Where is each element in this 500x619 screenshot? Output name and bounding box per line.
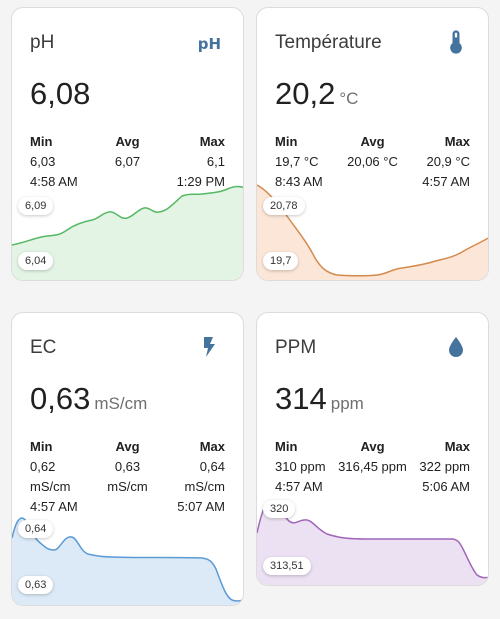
stat-avg-label: Avg: [115, 134, 140, 149]
stat-avg: Avg 6,07: [115, 132, 140, 172]
temperature-card[interactable]: Température 20,2 °C Min 19,7 °C 8:43 AM A…: [256, 7, 489, 281]
value-unit: °C: [339, 89, 359, 108]
graph-line: [12, 185, 243, 246]
graph-area: [257, 501, 488, 585]
stat-avg: Avg 20,06 °C: [347, 132, 398, 172]
stat-avg: Avg 316,45 ppm: [338, 437, 407, 477]
stat-avg-value: 20,06 °C: [347, 154, 398, 169]
card-title: EC: [30, 337, 57, 358]
stat-min-label: Min: [30, 439, 53, 454]
stat-max-value: 0,64: [199, 459, 225, 474]
card-title: pH: [30, 32, 55, 53]
stat-min-unit: mS/cm: [30, 479, 71, 494]
current-value: 0,63 mS/cm: [30, 381, 147, 417]
ph-card[interactable]: pH pH 6,08 Min 6,03 4:58 AM Avg 6,07 Max…: [11, 7, 244, 281]
history-graph: [12, 185, 243, 280]
stat-max-time: 5:07 AM: [177, 499, 225, 514]
stat-min: Min 19,7 °C 8:43 AM: [275, 132, 323, 192]
value-text: 20,2: [275, 76, 336, 111]
card-title: PPM: [275, 337, 317, 358]
stat-max-label: Max: [199, 439, 225, 454]
value-text: 0,63: [30, 381, 91, 416]
stat-avg-unit: mS/cm: [107, 479, 148, 494]
stat-max: Max 0,64 mS/cm 5:07 AM: [177, 437, 225, 517]
stat-min-label: Min: [275, 439, 298, 454]
stat-max-label: Max: [444, 439, 470, 454]
current-value: 20,2 °C: [275, 76, 358, 112]
stat-min-value: 6,03: [30, 154, 56, 169]
lightning-icon: [204, 337, 215, 357]
stat-max: Max 6,1 1:29 PM: [177, 132, 225, 192]
stat-min: Min 310 ppm 4:57 AM: [275, 437, 326, 497]
graph-high-label: 20,78: [263, 197, 305, 215]
graph-area: [12, 186, 243, 280]
thermometer-icon: [450, 30, 462, 54]
graph-area: [12, 518, 243, 605]
stat-min-label: Min: [275, 134, 298, 149]
graph-line: [257, 184, 488, 277]
stat-avg-value: 6,07: [114, 154, 141, 169]
ph-icon: pH: [198, 35, 221, 54]
graph-low-label: 313,51: [263, 557, 311, 575]
ec-card[interactable]: EC 0,63 mS/cm Min 0,62 mS/cm 4:57 AM Avg …: [11, 312, 244, 606]
current-value: 314 ppm: [275, 381, 364, 417]
graph-high-label: 320: [263, 500, 296, 518]
history-graph: [257, 184, 488, 280]
stat-avg-label: Avg: [115, 439, 140, 454]
value-unit: mS/cm: [94, 394, 148, 413]
stat-avg: Avg 0,63 mS/cm: [107, 437, 147, 497]
graph-low-label: 19,7: [263, 252, 299, 270]
graph-low-label: 6,04: [18, 252, 54, 270]
stat-max-label: Max: [444, 134, 470, 149]
stat-max-value: 20,9 °C: [426, 154, 470, 169]
ph-icon-text: pH: [197, 35, 221, 53]
stat-max-value: 6,1: [206, 154, 225, 169]
stat-avg-label: Avg: [360, 134, 385, 149]
stat-min: Min 0,62 mS/cm 4:57 AM: [30, 437, 78, 517]
stat-avg-value: 0,63: [114, 459, 141, 474]
stat-avg-label: Avg: [360, 439, 385, 454]
current-value: 6,08: [30, 76, 90, 112]
stat-min-label: Min: [30, 134, 53, 149]
stat-max-time: 5:06 AM: [422, 479, 470, 494]
graph-high-label: 6,09: [18, 197, 54, 215]
card-title: Température: [275, 32, 382, 53]
stat-max-time: 1:29 PM: [176, 174, 225, 189]
stat-min-time: 8:43 AM: [275, 174, 323, 189]
graph-low-label: 0,63: [18, 576, 54, 594]
graph-area: [257, 185, 488, 280]
stat-max: Max 20,9 °C 4:57 AM: [422, 132, 470, 192]
stat-min-time: 4:58 AM: [30, 174, 78, 189]
value-text: 6,08: [30, 76, 91, 111]
stat-min-time: 4:57 AM: [30, 499, 78, 514]
stat-min-value: 310 ppm: [275, 459, 326, 474]
stat-min-time: 4:57 AM: [275, 479, 323, 494]
graph-high-label: 0,64: [18, 520, 54, 538]
stat-max-label: Max: [199, 134, 225, 149]
stat-min-value: 0,62: [30, 459, 56, 474]
stat-max: Max 322 ppm 5:06 AM: [419, 437, 470, 497]
stat-avg-value: 316,45 ppm: [338, 459, 407, 474]
ppm-card[interactable]: PPM 314 ppm Min 310 ppm 4:57 AM Avg 316,4…: [256, 312, 489, 586]
value-text: 314: [275, 381, 327, 416]
value-unit: ppm: [330, 394, 364, 413]
stat-min: Min 6,03 4:58 AM: [30, 132, 78, 192]
stat-max-unit: mS/cm: [184, 479, 225, 494]
stat-max-value: 322 ppm: [419, 459, 470, 474]
stat-max-time: 4:57 AM: [422, 174, 470, 189]
stat-min-value: 19,7 °C: [275, 154, 319, 169]
water-drop-icon: [449, 337, 463, 357]
